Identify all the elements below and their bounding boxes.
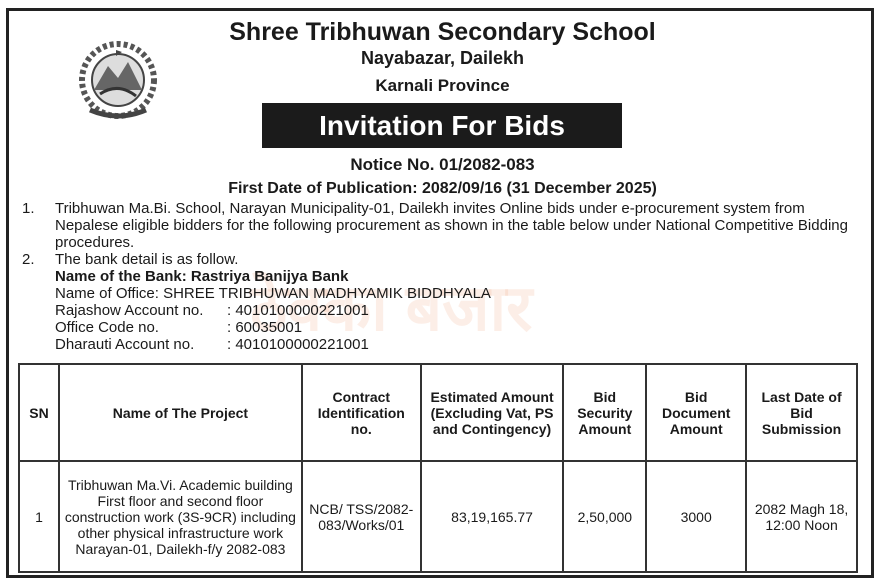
province: Karnali Province (375, 76, 510, 95)
cell-sn: 1 (18, 460, 60, 573)
school-name: Shree Tribhuwan Secondary School (229, 18, 656, 46)
detail-label: Rajashow Account no. (55, 302, 204, 319)
detail-row: Dharauti Account no. : 4010100000221001 (55, 336, 867, 353)
detail-value: : 60035001 (227, 319, 303, 336)
detail-row: Rajashow Account no. : 4010100000221001 (55, 302, 867, 319)
table-header-row: SN Name of The Project Contract Identifi… (18, 363, 858, 462)
cell-contract-id: NCB/ TSS/2082-083/Works/01 (300, 460, 422, 573)
cell-estimated-amount: 83,19,165.77 (419, 460, 565, 573)
cell-project: Tribhuwan Ma.Vi. Academic building First… (57, 460, 303, 573)
header-cell: Last Date of Bid Submission (745, 363, 858, 462)
header-cell: SN (18, 363, 60, 462)
list-item: 2. The bank detail is as follow. (22, 251, 867, 268)
detail-value: : 4010100000221001 (227, 336, 369, 353)
nepal-emblem-icon (79, 41, 157, 119)
school-address: Nayabazar, Dailekh (360, 48, 525, 68)
detail-label: Office Code no. (55, 319, 159, 336)
notice-border (6, 8, 874, 578)
header-cell: Bid Security Amount (562, 363, 648, 462)
office-name: Name of Office: SHREE TRIBHUWAN MADHYAMI… (55, 285, 491, 302)
title-banner: Invitation For Bids (262, 103, 622, 148)
list-item: 1. Tribhuwan Ma.Bi. School, Narayan Muni… (22, 200, 867, 251)
header-cell: Name of The Project (57, 363, 303, 462)
table-row: 1 Tribhuwan Ma.Vi. Academic building Fir… (18, 460, 858, 573)
publication-date: First Date of Publication: 2082/09/16 (3… (228, 180, 657, 197)
item-text: The bank detail is as follow. (55, 251, 239, 268)
detail-row: Office Code no. : 60035001 (55, 319, 867, 336)
detail-value: : 4010100000221001 (227, 302, 369, 319)
detail-label: Dharauti Account no. (55, 336, 195, 353)
cell-bid-document: 3000 (645, 460, 748, 573)
header-cell: Estimated Amount (Excluding Vat, PS and … (419, 363, 565, 462)
header-cell: Bid Document Amount (645, 363, 748, 462)
notice-body: 1. Tribhuwan Ma.Bi. School, Narayan Muni… (22, 200, 867, 353)
bank-name: Name of the Bank: Rastriya Banijya Bank (55, 268, 349, 285)
cell-last-date: 2082 Magh 18, 12:00 Noon (745, 460, 858, 573)
notice-number: Notice No. 01/2082-083 (350, 155, 535, 174)
cell-bid-security: 2,50,000 (562, 460, 648, 573)
item-number: 2. (22, 251, 35, 268)
bid-table: SN Name of The Project Contract Identifi… (18, 363, 858, 573)
item-number: 1. (22, 200, 35, 217)
item-text: Tribhuwan Ma.Bi. School, Narayan Municip… (55, 200, 848, 251)
header-cell: Contract Identification no. (300, 363, 422, 462)
